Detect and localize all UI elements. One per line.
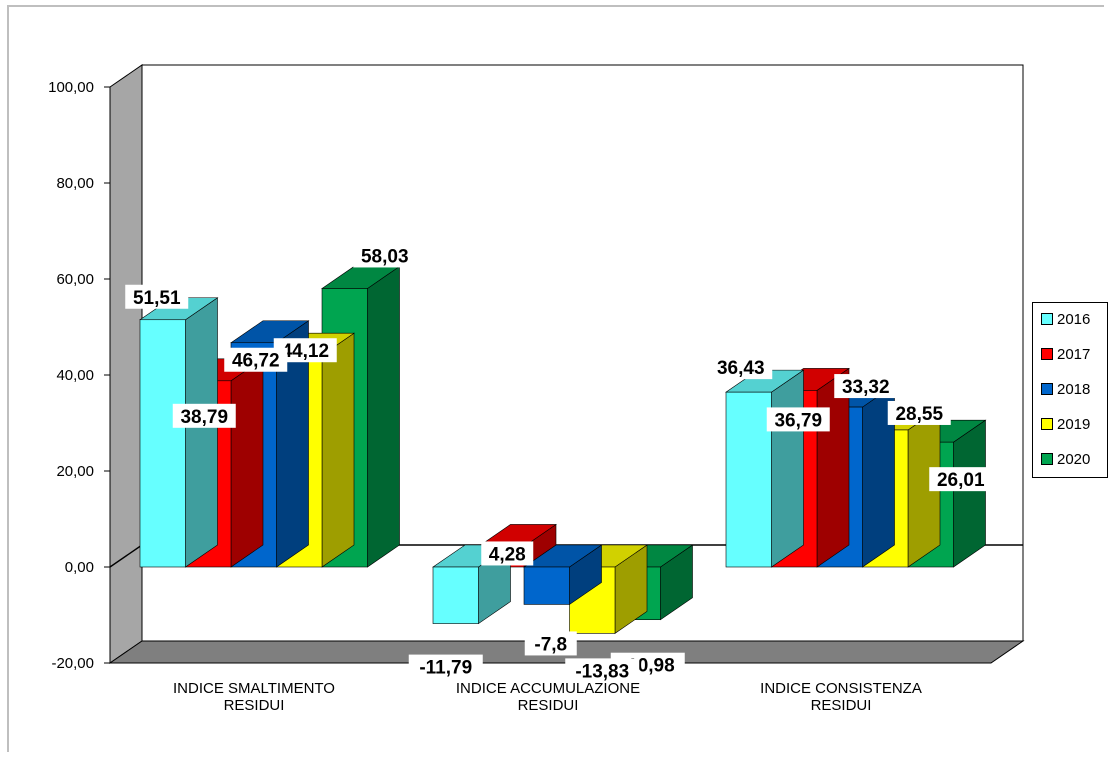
data-label-bg-2020-0 xyxy=(353,243,417,268)
data-label-2018-2: 33,32 xyxy=(842,377,890,398)
bar-side-2019-0 xyxy=(321,332,355,568)
data-label-bg-2016-0 xyxy=(125,284,189,309)
data-label-2016-1: -11,79 xyxy=(419,658,472,679)
bar-2018-1 xyxy=(523,566,570,605)
legend-swatch-2019 xyxy=(1041,418,1053,430)
legend-item-2020: 2020 xyxy=(1041,451,1090,469)
bar-side-2017-0 xyxy=(230,358,264,568)
category-label-accumulazione-line1: INDICE ACCUMULAZIONE xyxy=(455,680,641,697)
y-tick-label: 80,00 xyxy=(56,175,94,192)
category-label-accumulazione-line2: RESIDUI xyxy=(517,697,579,714)
data-label-2016-0: 51,51 xyxy=(133,288,181,309)
legend-item-2018: 2018 xyxy=(1041,381,1090,399)
legend-item-2016: 2016 xyxy=(1041,311,1090,329)
legend-label-2018: 2018 xyxy=(1057,381,1091,398)
y-tick-label: -20,00 xyxy=(51,655,94,672)
data-label-2020-0: 58,03 xyxy=(361,246,409,267)
bar-side-2020-0 xyxy=(367,265,400,568)
bar-side-2016-2 xyxy=(771,369,804,568)
category-label-smaltimento-line1: INDICE SMALTIMENTO xyxy=(173,680,335,697)
data-label-bg-2017-1 xyxy=(481,541,534,566)
bar-side-2016-0 xyxy=(185,297,218,568)
image-border xyxy=(7,5,1104,752)
y-tick-label: 0,00 xyxy=(65,559,94,576)
legend-swatch-2020 xyxy=(1041,453,1053,465)
legend-swatch-2017 xyxy=(1041,348,1053,360)
data-label-2018-1: -7,8 xyxy=(534,634,567,655)
data-label-2019-2: 28,55 xyxy=(895,404,943,425)
category-label-smaltimento: INDICE SMALTIMENTO RESIDUI xyxy=(134,680,374,714)
data-label-bg-2018-1 xyxy=(524,631,577,656)
category-label-consistenza-line1: INDICE CONSISTENZA xyxy=(760,680,922,697)
data-label-bg-2019-1 xyxy=(565,658,640,683)
data-label-2019-1: -13,83 xyxy=(575,661,629,682)
category-label-accumulazione: INDICE ACCUMULAZIONE RESIDUI xyxy=(428,680,668,714)
legend-label-2017: 2017 xyxy=(1057,346,1091,363)
legend-swatch-2018 xyxy=(1041,383,1053,395)
data-label-2018-0: 46,72 xyxy=(232,351,280,372)
legend-item-2019: 2019 xyxy=(1041,416,1090,434)
side-wall xyxy=(109,64,143,664)
data-label-bg-2018-2 xyxy=(834,374,898,399)
data-label-bg-2016-2 xyxy=(709,355,773,380)
data-label-2017-2: 36,79 xyxy=(774,410,822,431)
y-tick-label: 20,00 xyxy=(56,463,94,480)
data-label-bg-2017-2 xyxy=(766,407,830,432)
data-label-bg-2016-1 xyxy=(408,654,483,679)
bar-side-2020-2 xyxy=(953,419,986,568)
data-label-2016-2: 36,43 xyxy=(717,358,765,379)
data-label-2019-0: 44,12 xyxy=(281,341,329,362)
data-label-2017-0: 38,79 xyxy=(180,407,228,428)
bar-2016-0 xyxy=(139,319,186,568)
legend-swatch-2016 xyxy=(1041,313,1053,325)
y-tick-label: 60,00 xyxy=(56,271,94,288)
data-label-2020-2: 26,01 xyxy=(937,470,985,491)
category-label-consistenza: INDICE CONSISTENZA RESIDUI xyxy=(721,680,961,714)
bar-2016-1 xyxy=(432,566,479,624)
data-label-bg-2019-2 xyxy=(887,400,951,425)
category-label-smaltimento-line2: RESIDUI xyxy=(223,697,285,714)
data-label-2017-1: 4,28 xyxy=(489,544,526,565)
category-label-consistenza-line2: RESIDUI xyxy=(810,697,872,714)
legend-label-2016: 2016 xyxy=(1057,311,1091,328)
data-label-bg-2017-0 xyxy=(172,403,236,428)
bar-side-2017-2 xyxy=(816,367,850,568)
bar-2016-2 xyxy=(725,391,772,568)
data-label-bg-2018-0 xyxy=(224,347,288,372)
y-tick-label: 100,00 xyxy=(48,79,94,96)
legend-label-2020: 2020 xyxy=(1057,451,1091,468)
data-label-bg-2020-2 xyxy=(929,467,993,492)
legend: 2016 2017 2018 2019 2020 xyxy=(1032,302,1108,478)
legend-label-2019: 2019 xyxy=(1057,416,1091,433)
legend-item-2017: 2017 xyxy=(1041,346,1090,364)
y-tick-label: 40,00 xyxy=(56,367,94,384)
